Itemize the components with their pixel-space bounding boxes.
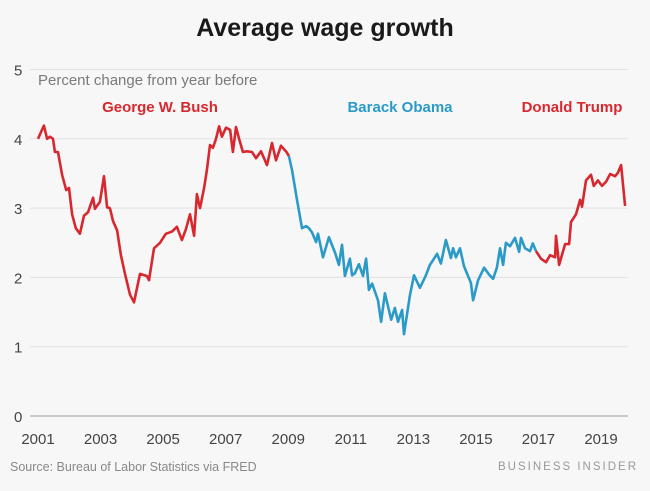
x-tick-label: 2005 bbox=[146, 431, 179, 448]
source-note: Source: Bureau of Labor Statistics via F… bbox=[10, 460, 257, 474]
chart-title: Average wage growth bbox=[196, 14, 454, 42]
x-tick-label: 2009 bbox=[272, 431, 305, 448]
y-tick-label: 4 bbox=[14, 132, 22, 149]
y-tick-label: 1 bbox=[14, 340, 22, 357]
x-tick-label: 2013 bbox=[397, 431, 430, 448]
series-label: Barack Obama bbox=[347, 99, 453, 116]
x-tick-label: 2019 bbox=[584, 431, 617, 448]
series-line-donald-trump bbox=[534, 163, 627, 267]
series-label: Donald Trump bbox=[522, 99, 623, 116]
x-tick-label: 2007 bbox=[209, 431, 242, 448]
y-tick-label: 3 bbox=[14, 201, 22, 218]
y-tick-label: 2 bbox=[14, 270, 22, 287]
x-tick-label: 2017 bbox=[522, 431, 555, 448]
series-line-george-w-bush bbox=[36, 124, 291, 304]
x-tick-label: 2001 bbox=[21, 431, 54, 448]
series-line-barack-obama bbox=[287, 155, 538, 336]
x-tick-label: 2015 bbox=[459, 431, 492, 448]
x-tick-label: 2011 bbox=[335, 431, 367, 448]
x-tick-label: 2003 bbox=[84, 431, 117, 448]
series-label: George W. Bush bbox=[102, 99, 218, 116]
y-tick-label: 5 bbox=[14, 63, 22, 80]
chart-subtitle: Percent change from year before bbox=[38, 72, 257, 89]
y-tick-label: 0 bbox=[14, 409, 22, 426]
brand-logo: BUSINESS INSIDER bbox=[498, 461, 638, 473]
